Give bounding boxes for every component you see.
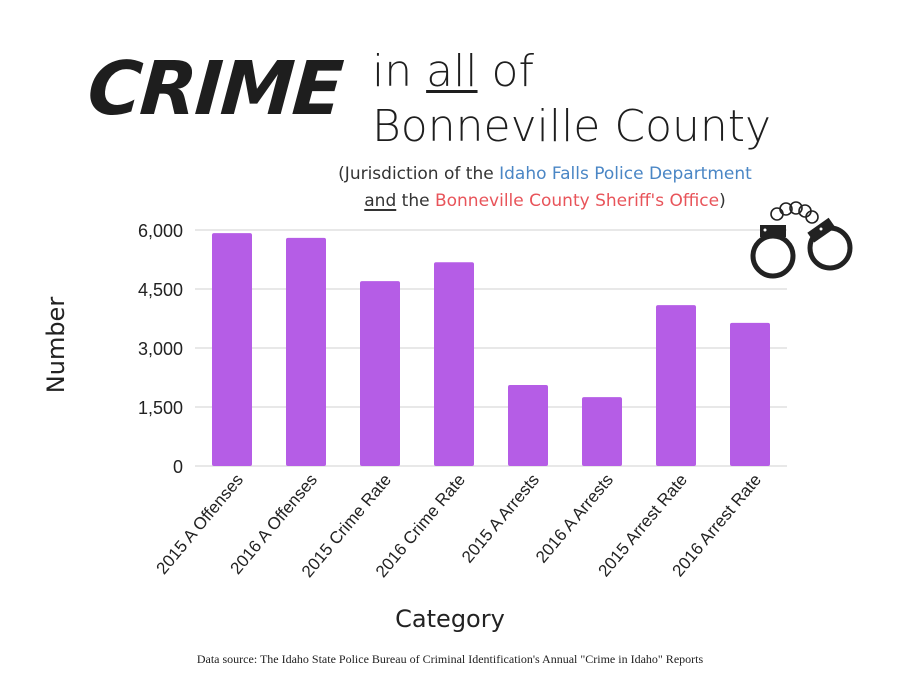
title-post: of (477, 46, 534, 97)
bar (360, 281, 400, 466)
y-axis-label: Number (42, 296, 70, 394)
bar (656, 305, 696, 466)
title-line-2: Bonneville County (372, 101, 772, 152)
y-tick-label: 6,000 (138, 221, 183, 241)
bar (212, 233, 252, 466)
bar (508, 384, 548, 466)
y-tick-label: 3,000 (138, 339, 183, 359)
data-source-note: Data source: The Idaho State Police Bure… (196, 652, 704, 666)
y-tick-label: 0 (173, 457, 183, 477)
bar (582, 397, 622, 466)
subtitle-post: ) (719, 191, 726, 211)
y-tick-label: 1,500 (138, 398, 183, 418)
subtitle-line-1: (Jurisdiction of the Idaho Falls Police … (300, 166, 790, 183)
subtitle-pre: (Jurisdiction of the (338, 164, 500, 184)
y-tick-label: 4,500 (138, 280, 183, 300)
bar (730, 322, 770, 466)
bar (434, 262, 474, 466)
subtitle-and: and (364, 191, 397, 211)
sheriff-office-label: Bonneville County Sheriff's Office (434, 191, 720, 211)
title-line-1: in all of (372, 50, 534, 94)
title-pre: in (372, 46, 427, 97)
idaho-falls-pd-label: Idaho Falls Police Department (499, 164, 752, 184)
x-tick-label: 2016 A Arrests (532, 470, 617, 566)
bar (286, 237, 326, 466)
subtitle-mid: the (396, 191, 435, 211)
x-axis-label: Category (395, 605, 505, 633)
title-emphasis: all (426, 46, 478, 97)
subtitle-line-2: and the Bonneville County Sheriff's Offi… (300, 193, 790, 210)
x-tick-label: 2015 A Arrests (458, 470, 543, 566)
handcuffs-icon (750, 201, 853, 279)
